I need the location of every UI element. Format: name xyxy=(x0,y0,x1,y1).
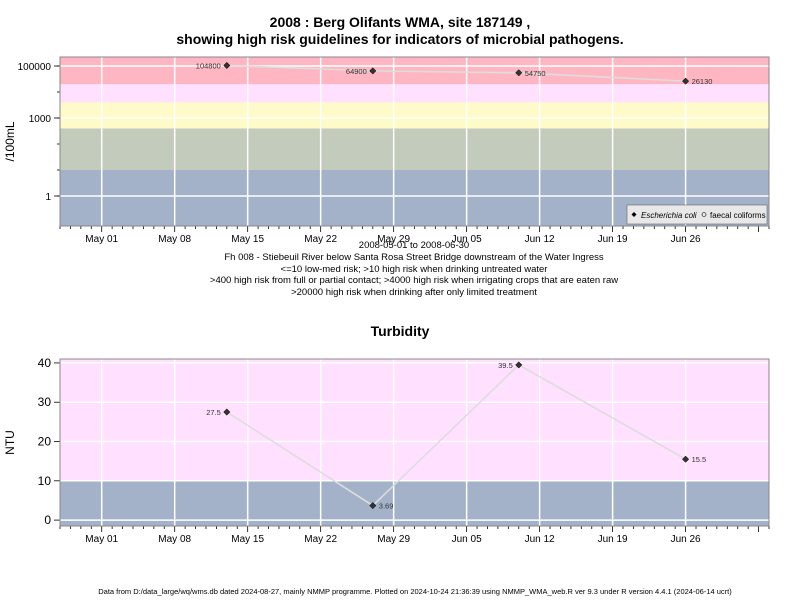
microbial-risk-band-3 xyxy=(60,84,769,103)
turbidity-x-tick-label: Jun 19 xyxy=(598,534,628,545)
turbidity-y-axis-label: NTU xyxy=(3,430,17,455)
turbidity-data-point xyxy=(682,455,690,463)
turbidity-data-point xyxy=(369,502,377,510)
legend-faecal-marker xyxy=(701,212,707,217)
turbidity-risk-band-high xyxy=(60,359,769,481)
microbial-x-tick-label: Jun 05 xyxy=(452,234,482,245)
chart-notes: 2008-05-01 to 2008-06-30 Fh 008 - Stiebe… xyxy=(0,240,800,299)
microbial-data-point xyxy=(515,69,523,77)
turbidity-x-tick-label: Jun 05 xyxy=(452,534,482,545)
microbial-x-tick-label: May 01 xyxy=(85,234,118,245)
turbidity-data-label: 15.5 xyxy=(692,455,707,464)
turbidity-series-line xyxy=(226,363,686,507)
microbial-data-label: 64900 xyxy=(346,67,367,76)
microbial-risk-band-1 xyxy=(60,128,769,170)
microbial-y-tick-label: 1000 xyxy=(29,114,52,125)
microbial-data-label: 26130 xyxy=(692,77,713,86)
turbidity-y-tick-label: 0 xyxy=(44,513,51,527)
turbidity-y-tick-label: 30 xyxy=(38,395,52,409)
microbial-x-tick-label: May 29 xyxy=(377,234,410,245)
turbidity-title: Turbidity xyxy=(370,323,430,339)
turbidity-data-label: 27.5 xyxy=(206,408,221,417)
microbial-x-tick-label: May 15 xyxy=(231,234,264,245)
microbial-data-point xyxy=(682,77,690,85)
microbial-series-line xyxy=(226,64,686,82)
turbidity-y-tick-label: 10 xyxy=(38,474,52,488)
date-range-note: 2008-05-01 to 2008-06-30 xyxy=(358,240,470,251)
turbidity-data-point xyxy=(223,408,231,416)
microbial-data-label: 104800 xyxy=(196,61,221,70)
turbidity-x-tick-label: May 01 xyxy=(85,534,118,545)
microbial-data-label: 54750 xyxy=(525,69,546,78)
turbidity-x-tick-label: May 08 xyxy=(158,534,191,545)
microbial-risk-band-2 xyxy=(60,102,769,129)
turbidity-x-tick-label: May 29 xyxy=(377,534,410,545)
microbial-data-point xyxy=(369,67,377,75)
microbial-x-tick-label: May 08 xyxy=(158,234,191,245)
turbidity-data-point xyxy=(515,361,523,369)
legend-ecoli-label: Escherichia coli xyxy=(641,211,697,220)
chart-title-line-1: 2008 : Berg Olifants WMA, site 187149 , xyxy=(269,14,531,30)
turbidity-y-tick-label: 20 xyxy=(38,435,52,449)
turbidity-data-label: 3.69 xyxy=(379,502,394,511)
turbidity-x-tick-label: Jun 12 xyxy=(525,534,555,545)
risk-note-contact: >400 high risk from full or partial cont… xyxy=(209,275,619,287)
legend-ecoli-marker xyxy=(631,212,637,217)
microbial-x-tick-label: Jun 26 xyxy=(671,234,701,245)
turbidity-data-label: 39.5 xyxy=(498,361,513,370)
microbial-y-tick-label: 100000 xyxy=(18,62,52,73)
legend-faecal-label: faecal coliforms xyxy=(710,211,766,220)
turbidity-risk-band-low xyxy=(60,480,769,526)
microbial-x-tick-label: Jun 19 xyxy=(598,234,628,245)
turbidity-x-tick-label: May 22 xyxy=(304,534,337,545)
microbial-data-point xyxy=(223,61,231,70)
footer-source-note: Data from D:/data_large/wq/wms.db dated … xyxy=(98,587,732,596)
chart-title-line-2: showing high risk guidelines for indicat… xyxy=(176,31,624,47)
microbial-x-tick-label: Jun 12 xyxy=(525,234,555,245)
turbidity-plot-frame xyxy=(59,358,770,527)
turbidity-x-tick-label: Jun 26 xyxy=(671,534,701,545)
risk-note-treatment: >20000 high risk when drinking after onl… xyxy=(291,287,537,299)
turbidity-y-tick-label: 40 xyxy=(38,356,52,370)
turbidity-x-tick-label: May 15 xyxy=(231,534,264,545)
microbial-plot-frame xyxy=(59,56,770,227)
microbial-x-tick-label: May 22 xyxy=(304,234,337,245)
legend-box xyxy=(626,204,768,225)
microbial-y-tick-label: 1 xyxy=(45,192,51,203)
site-description-note: Fh 008 - Stiebeuil River below Santa Ros… xyxy=(224,251,604,263)
microbial-y-axis-label: /100mL xyxy=(3,121,17,161)
risk-note-drinking: <=10 low-med risk; >10 high risk when dr… xyxy=(280,263,548,275)
